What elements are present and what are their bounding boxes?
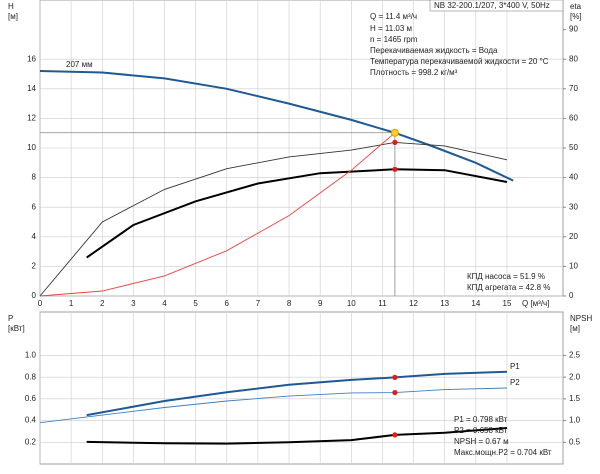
y-tick-label: 0.8: [25, 372, 37, 381]
annotation: КПД насоса = 51.9 %: [467, 272, 545, 281]
curve: [86, 370, 508, 417]
curve: [39, 132, 396, 297]
curve: [39, 141, 508, 297]
y2-tick-label: 1.0: [569, 416, 581, 425]
y-axis-label: H: [8, 2, 14, 11]
y2-tick-label: 2.5: [569, 351, 581, 360]
curve: [39, 70, 514, 182]
x-tick-label: 1: [69, 299, 74, 308]
y2-tick-label: 30: [569, 202, 578, 211]
duty-point: [390, 128, 399, 137]
series-label: P2: [510, 378, 520, 387]
duty-point: [392, 374, 398, 380]
y2-tick-label: 0.5: [569, 437, 581, 446]
y2-axis-label: NPSH: [570, 314, 592, 323]
y2-tick-label: 10: [569, 262, 578, 271]
y-tick-label: 16: [27, 54, 36, 63]
y-tick-label: 4: [32, 232, 37, 241]
x-axis-label: Q [м³/ч]: [522, 299, 549, 308]
y-axis-label: P: [8, 314, 13, 323]
y-tick-label: 6: [32, 202, 37, 211]
annotation: H = 11.03 м: [370, 24, 412, 33]
y-tick-label: 0.2: [25, 437, 37, 446]
y2-tick-label: 60: [569, 114, 578, 123]
curve: [86, 427, 508, 445]
y-tick-label: 14: [27, 84, 36, 93]
y-axis-unit: [кВт]: [8, 324, 25, 333]
curve: [39, 387, 508, 424]
y2-axis-label: eta: [570, 2, 582, 11]
annotation: Температура перекачиваемой жидкости = 20…: [370, 57, 549, 66]
annotation: NPSH = 0.67 м: [454, 437, 509, 446]
x-tick-label: 13: [440, 299, 449, 308]
x-tick-label: 2: [100, 299, 105, 308]
y2-tick-label: 70: [569, 84, 578, 93]
y2-tick-label: 50: [569, 143, 578, 152]
y2-tick-label: 2.0: [569, 372, 581, 381]
chart-title: NB 32-200.1/207, 3*400 V, 50Hz: [434, 1, 550, 10]
x-tick-label: 8: [287, 299, 292, 308]
x-tick-label: 11: [378, 299, 387, 308]
x-tick-label: 6: [225, 299, 230, 308]
annotation: Макс.мощн.P2 = 0.704 кВт: [454, 448, 552, 457]
x-tick-label: 7: [256, 299, 261, 308]
y2-tick-label: 20: [569, 232, 578, 241]
x-tick-label: 0: [38, 299, 43, 308]
y2-tick-label: 90: [569, 25, 578, 34]
y-tick-label: 0.6: [25, 394, 37, 403]
y2-tick-label: 0: [569, 291, 574, 300]
series-label: 207 мм: [66, 60, 93, 69]
x-tick-label: 14: [471, 299, 480, 308]
y-axis-unit: [м]: [8, 12, 18, 21]
y2-tick-label: 80: [569, 54, 578, 63]
y-tick-label: 2: [32, 262, 37, 271]
y2-tick-label: 1.5: [569, 394, 581, 403]
duty-point: [392, 432, 398, 438]
annotation: n = 1465 rpm: [370, 35, 418, 44]
x-tick-label: 15: [503, 299, 512, 308]
y-tick-label: 10: [27, 143, 36, 152]
annotation: КПД агрегата = 42.8 %: [467, 283, 550, 292]
y-tick-label: 0: [32, 291, 37, 300]
y-tick-label: 1.0: [25, 351, 37, 360]
y-tick-label: 0.4: [25, 416, 37, 425]
annotation: Q = 11.4 м³/ч: [370, 12, 417, 21]
y2-axis-unit: [м]: [570, 324, 580, 333]
y-tick-label: 8: [32, 173, 37, 182]
annotation: P1 = 0.798 кВт: [454, 415, 508, 424]
x-tick-label: 10: [347, 299, 356, 308]
annotation: Перекачиваемая жидкость = Вода: [370, 46, 498, 55]
annotation: Плотность = 998.2 кг/м³: [370, 68, 458, 77]
x-tick-label: 3: [131, 299, 136, 308]
x-tick-label: 9: [318, 299, 323, 308]
series-label: P1: [510, 362, 520, 371]
x-tick-label: 4: [162, 299, 167, 308]
title-box: [429, 0, 564, 12]
duty-point: [392, 139, 398, 145]
y2-axis-unit: [%]: [570, 12, 582, 21]
y-tick-label: 12: [27, 114, 36, 123]
duty-point: [392, 166, 398, 172]
curve: [86, 168, 508, 259]
x-tick-label: 5: [193, 299, 198, 308]
duty-point: [392, 389, 398, 396]
x-tick-label: 12: [409, 299, 418, 308]
y2-tick-label: 40: [569, 173, 578, 182]
annotation: P2 = 0.658 кВт: [454, 426, 508, 435]
